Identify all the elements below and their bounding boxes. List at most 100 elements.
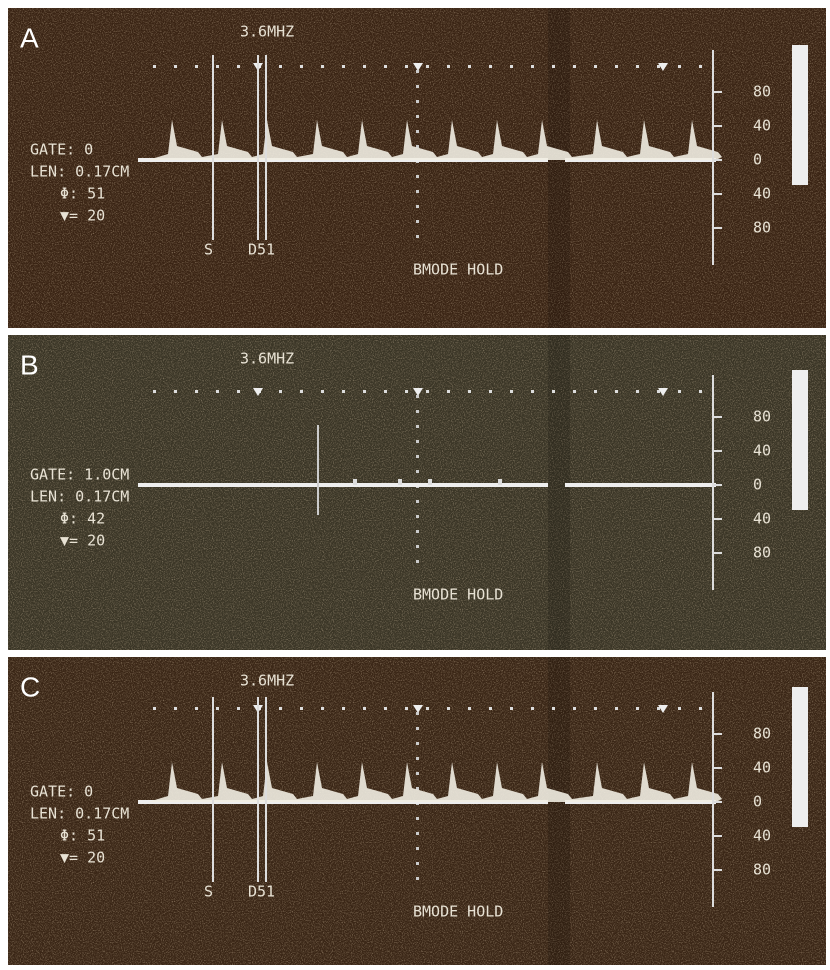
scale-label: 40: [753, 185, 771, 203]
dot: [489, 65, 492, 68]
color-bar: [792, 370, 808, 510]
dot: [416, 440, 419, 443]
dot: [699, 65, 702, 68]
length: LEN: 0.17CM: [30, 163, 129, 181]
dot: [342, 707, 345, 710]
scale-label: 80: [753, 544, 771, 562]
dot: [416, 877, 419, 880]
dot: [300, 707, 303, 710]
dot: [416, 560, 419, 563]
panel-label: B: [20, 349, 39, 380]
dot: [615, 707, 618, 710]
dot: [279, 707, 282, 710]
dot: [657, 390, 660, 393]
panel-label: C: [20, 671, 40, 702]
doppler-waveform: [148, 120, 722, 160]
dot: [468, 390, 471, 393]
dot: [342, 390, 345, 393]
dot: [416, 712, 419, 715]
blip: [428, 479, 432, 485]
dot: [615, 390, 618, 393]
scale-label: 80: [753, 408, 771, 426]
dot: [342, 65, 345, 68]
dot: [153, 65, 156, 68]
dot: [531, 707, 534, 710]
color-bar: [792, 45, 808, 185]
scale-label: 40: [753, 510, 771, 528]
dot: [416, 425, 419, 428]
dot: [405, 390, 408, 393]
doppler-panel: S D51 80 40 0 40 80 C 3.6MHZ GATE: 0 LEN: 0.17CM Φ:…: [8, 657, 826, 965]
dot: [174, 65, 177, 68]
noise: [8, 335, 826, 650]
marker-triangle: [253, 388, 263, 396]
dot: [416, 175, 419, 178]
scale-label: 0: [753, 476, 762, 494]
scale-label: 40: [753, 442, 771, 460]
dot: [416, 787, 419, 790]
dot: [321, 65, 324, 68]
scale-label: 0: [753, 151, 762, 169]
dot: [216, 65, 219, 68]
marker-triangle: [413, 388, 423, 396]
dot: [416, 145, 419, 148]
dot: [416, 70, 419, 73]
dot: [416, 832, 419, 835]
dot: [594, 65, 597, 68]
dot: [426, 707, 429, 710]
dot: [237, 65, 240, 68]
gate: GATE: 0: [30, 141, 93, 159]
dot: [416, 205, 419, 208]
band: [548, 335, 570, 650]
dot: [447, 390, 450, 393]
scale-label: 0: [753, 793, 762, 811]
dot: [416, 235, 419, 238]
dot: [416, 220, 419, 223]
dot: [636, 707, 639, 710]
gate-label: D51: [248, 241, 275, 259]
dot: [416, 772, 419, 775]
gate-label: S: [204, 241, 213, 259]
dot: [552, 65, 555, 68]
dot: [416, 862, 419, 865]
doppler-panel: S D51 80 40 0 40 80 A 3.6MHZ GATE: 0 LEN: 0.17CM Φ:…: [8, 8, 826, 328]
scale-label: 80: [753, 219, 771, 237]
mode: BMODE HOLD: [413, 586, 503, 604]
dot: [416, 515, 419, 518]
marker-triangle: [658, 63, 668, 71]
scale-label: 40: [753, 117, 771, 135]
frequency: 3.6MHZ: [240, 672, 294, 690]
panel-label: A: [20, 22, 39, 53]
dot: [363, 390, 366, 393]
blip: [498, 479, 502, 485]
dot: [615, 65, 618, 68]
dot: [594, 390, 597, 393]
dot: [552, 707, 555, 710]
length: LEN: 0.17CM: [30, 805, 129, 823]
dot: [416, 115, 419, 118]
gate-label: D51: [248, 883, 275, 901]
dot: [174, 707, 177, 710]
dot: [153, 390, 156, 393]
dot: [594, 707, 597, 710]
dot: [405, 65, 408, 68]
dot: [510, 390, 513, 393]
dot: [416, 470, 419, 473]
doppler-waveform: [148, 762, 722, 802]
frequency: 3.6MHZ: [240, 23, 294, 41]
dot: [195, 707, 198, 710]
dot: [416, 410, 419, 413]
marker-triangle: [658, 705, 668, 713]
dot: [573, 707, 576, 710]
dot: [416, 85, 419, 88]
frequency: 3.6MHZ: [240, 350, 294, 368]
scale-label: 40: [753, 827, 771, 845]
dot: [552, 390, 555, 393]
marker: ▼= 20: [60, 532, 105, 550]
length: LEN: 0.17CM: [30, 488, 129, 506]
dot: [195, 65, 198, 68]
dot: [416, 395, 419, 398]
dot: [195, 390, 198, 393]
mode: BMODE HOLD: [413, 903, 503, 921]
